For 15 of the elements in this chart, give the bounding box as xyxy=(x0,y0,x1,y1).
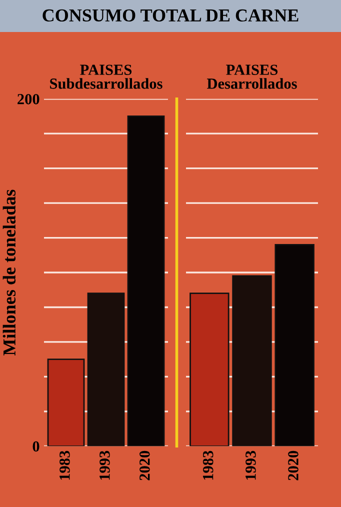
bar xyxy=(47,358,85,446)
x-tick-label: 1993 xyxy=(100,450,110,480)
chart-title: CONSUMO TOTAL DE CARNE xyxy=(42,9,298,22)
bar xyxy=(87,292,125,446)
chart-subtitle: PAISES Subdesarrollados xyxy=(50,64,162,89)
x-tick-label: 1993 xyxy=(246,450,256,480)
chart-subtitle: PAISES Desarrollados xyxy=(206,64,297,89)
y-tick-label: 200 xyxy=(18,94,40,104)
x-tick-label: 1983 xyxy=(60,450,70,480)
bar xyxy=(127,116,165,446)
x-tick-label: 2020 xyxy=(288,450,298,480)
x-tick-label: 2020 xyxy=(140,450,150,480)
y-axis-title: Millones de toneladas xyxy=(2,190,16,356)
y-tick-label: 0 xyxy=(32,441,40,452)
x-tick-label: 1983 xyxy=(202,450,214,480)
